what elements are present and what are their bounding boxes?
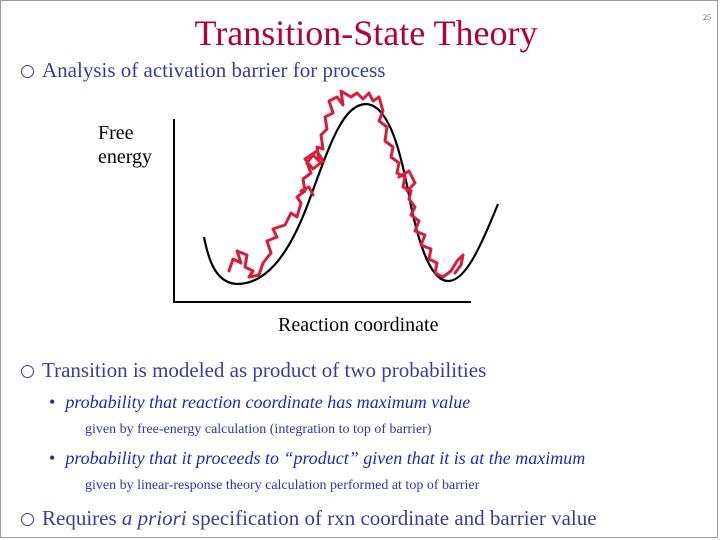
free-energy-diagram bbox=[173, 89, 500, 303]
sub-bullet-product-probability: • probability that it proceeds to “produc… bbox=[49, 448, 586, 468]
bullet-activation-barrier: Analysis of activation barrier for proce… bbox=[21, 57, 385, 83]
bullet-a-priori: Requires a priori specification of rxn c… bbox=[21, 505, 597, 531]
bullet-transition-model: Transition is modeled as product of two … bbox=[21, 357, 486, 383]
trajectory-loops bbox=[299, 149, 417, 197]
dot-bullet-icon: • bbox=[49, 448, 56, 468]
circle-bullet-icon bbox=[21, 65, 34, 78]
dot-bullet-icon: • bbox=[49, 392, 56, 412]
sub-bullet-max-probability: • probability that reaction coordinate ha… bbox=[49, 392, 471, 412]
y-axis-label: Free energy bbox=[98, 122, 153, 168]
trajectory-path bbox=[227, 89, 465, 279]
circle-bullet-icon bbox=[21, 513, 34, 526]
note-linear-response: given by linear-response theory calculat… bbox=[85, 478, 480, 493]
note-free-energy: given by free-energy calculation (integr… bbox=[85, 422, 432, 437]
circle-bullet-icon bbox=[21, 365, 34, 378]
x-axis-label: Reaction coordinate bbox=[278, 314, 439, 336]
free-energy-curve bbox=[202, 102, 500, 286]
slide-number: 25 bbox=[703, 13, 711, 22]
slide-title: Transition-State Theory bbox=[194, 13, 538, 53]
